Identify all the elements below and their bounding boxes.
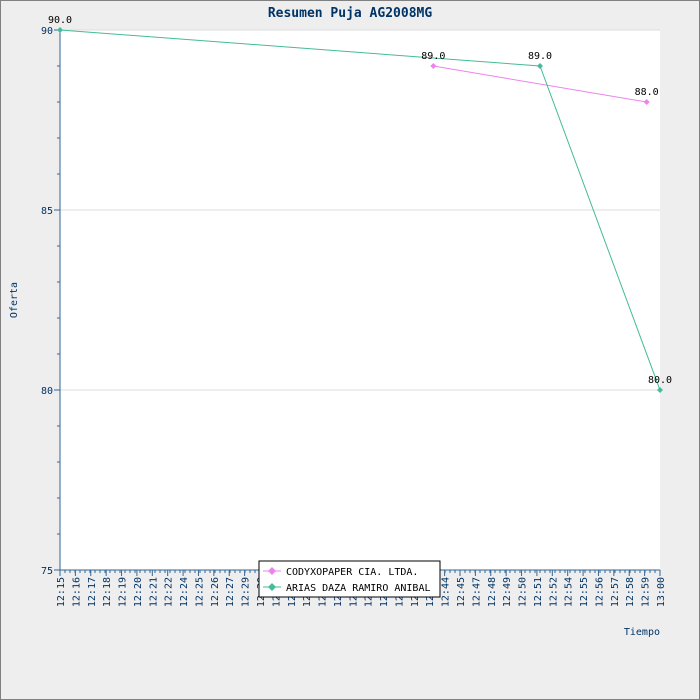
series [57, 27, 663, 393]
data-label: 88.0 [635, 87, 659, 98]
x-tick-label: 12:57 [610, 577, 621, 607]
data-point-marker [657, 387, 663, 393]
x-tick-label: 12:55 [579, 577, 590, 607]
y-tick-label: 90 [41, 26, 53, 37]
x-tick-label: 12:27 [225, 577, 236, 607]
x-tick-label: 13:00 [656, 577, 667, 607]
legend-swatch-marker [268, 567, 276, 575]
legend-box [258, 560, 441, 598]
legend: CODYXOPAPER CIA. LTDA. ARIAS DAZA RAMIRO… [258, 560, 441, 598]
series-line [433, 65, 647, 103]
data-point-marker [643, 99, 650, 105]
x-axis-label: Tiempo [624, 627, 660, 638]
data-point-marker [57, 27, 63, 33]
x-tick-label: 12:15 [56, 577, 67, 607]
x-tick-label: 12:25 [194, 577, 205, 607]
chart-title: Resumen Puja AG2008MG [268, 6, 433, 21]
x-tick-label: 12:48 [487, 577, 498, 607]
plot-area [60, 30, 660, 570]
x-tick-label: 12:47 [471, 577, 482, 607]
x-tick-label: 12:59 [641, 577, 652, 607]
legend-swatch-marker [268, 583, 276, 591]
data-point-marker [537, 63, 543, 69]
x-tick-label: 12:22 [164, 577, 175, 607]
x-tick-label: 12:21 [148, 577, 159, 607]
x-tick-label: 12:58 [625, 577, 636, 607]
x-tick-label: 12:19 [118, 577, 129, 607]
x-tick-label: 12:20 [133, 577, 144, 607]
x-tick-label: 12:29 [241, 577, 252, 607]
x-tick-label: 12:50 [518, 577, 529, 607]
data-label: 89.0 [421, 51, 445, 62]
legend-entry-label: ARIAS DAZA RAMIRO ANIBAL [286, 583, 431, 594]
y-axis-label: Oferta [9, 282, 20, 318]
data-label: 90.0 [48, 15, 72, 26]
x-tick-label: 12:26 [210, 577, 221, 607]
gridlines [60, 29, 660, 391]
x-tick-label: 12:17 [87, 577, 98, 607]
y-tick-label: 85 [41, 206, 53, 217]
data-label: 80.0 [648, 375, 672, 386]
x-tick-label: 12:24 [179, 577, 190, 607]
data-point-marker [430, 63, 437, 69]
legend-entry-label: CODYXOPAPER CIA. LTDA. [286, 567, 418, 578]
y-tick-label: 80 [41, 386, 53, 397]
x-tick-label: 12:44 [441, 577, 452, 607]
x-tick-label: 12:18 [102, 577, 113, 607]
x-tick-label: 12:51 [533, 577, 544, 607]
y-tick-label: 75 [41, 566, 53, 577]
x-tick-label: 12:16 [71, 577, 82, 607]
x-tick-label: 12:45 [456, 577, 467, 607]
x-tick-label: 12:49 [502, 577, 513, 607]
data-labels: 89.0 88.0 90.0 89.0 80.0 [48, 15, 672, 386]
data-label: 89.0 [528, 51, 552, 62]
x-tick-label: 12:52 [548, 577, 559, 607]
x-tick-label: 12:56 [594, 577, 605, 607]
x-tick-label: 12:54 [564, 577, 575, 607]
